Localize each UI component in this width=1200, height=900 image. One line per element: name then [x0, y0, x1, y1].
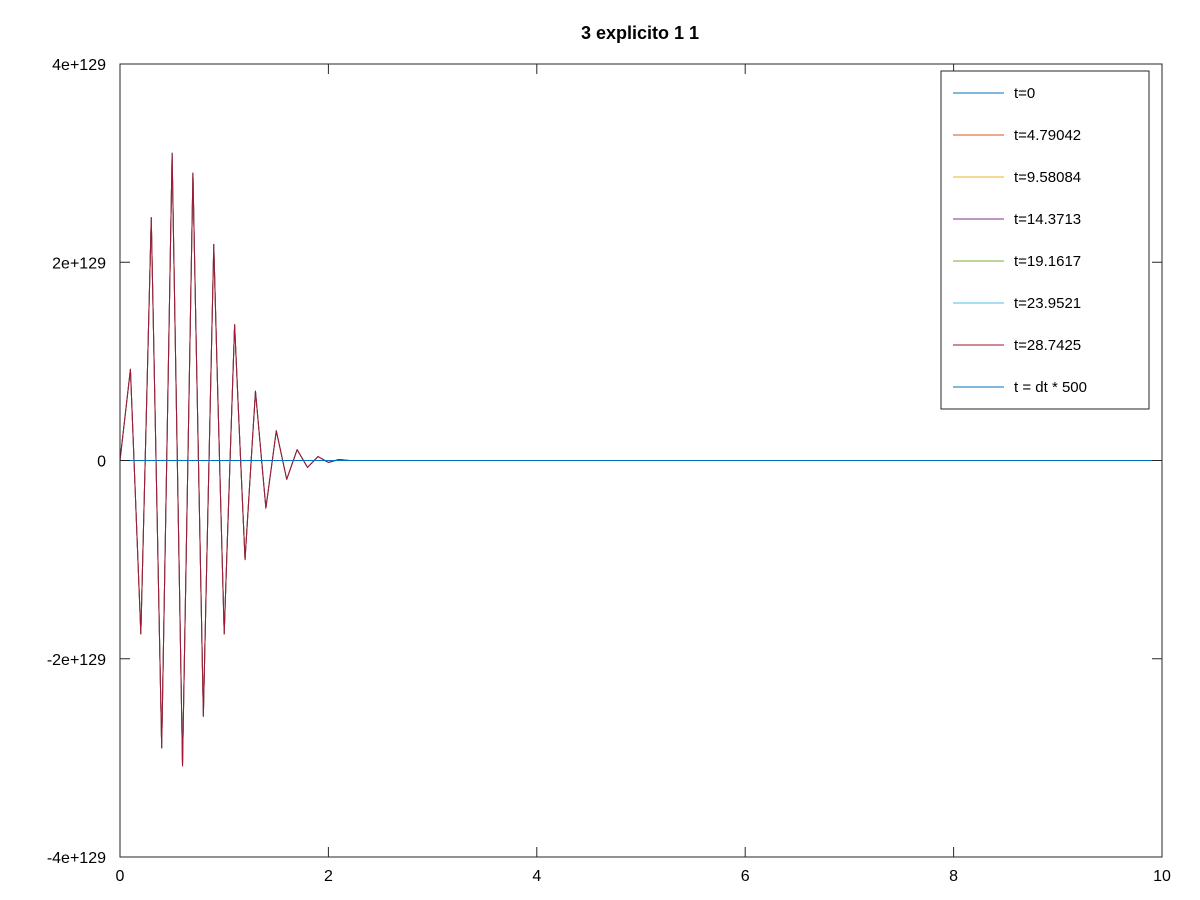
- legend-label-3: t=9.58084: [1014, 169, 1081, 186]
- x-tick-label-1: 0: [116, 868, 125, 885]
- series-layer: [119, 152, 1162, 767]
- legend-label-7: t=28.7425: [1014, 337, 1081, 354]
- legend-label-4: t=14.3713: [1014, 211, 1081, 228]
- legend: t=0 t=4.79042 t=9.58084 t=14.3713 t=19.1617 t…: [940, 70, 1150, 410]
- x-tick-label-6: 10: [1153, 868, 1171, 885]
- x-tick-label-5: 8: [949, 868, 958, 885]
- series-line-7: [119, 152, 1162, 767]
- x-tick-label-4: 6: [741, 868, 750, 885]
- y-tick-label-2: 2e+129: [52, 255, 106, 272]
- legend-label-5: t=19.1617: [1014, 253, 1081, 270]
- chart-title: 3 explicito 1 1: [581, 23, 699, 43]
- x-tick-label-2: 2: [324, 868, 333, 885]
- y-tick-label-3: 0: [97, 454, 106, 471]
- legend-box: [940, 70, 1150, 410]
- y-tick-label-5: -4e+129: [47, 850, 106, 867]
- ticks-layer: 0 2 4 6 8 10 4e+129 2e+129 0 -2e+129 -4e+129: [47, 57, 1171, 885]
- x-tick-label-3: 4: [532, 868, 541, 885]
- legend-label-6: t=23.9521: [1014, 295, 1081, 312]
- legend-label-1: t=0: [1014, 85, 1035, 102]
- y-tick-label-4: -2e+129: [47, 652, 106, 669]
- y-tick-label-1: 4e+129: [52, 57, 106, 74]
- legend-label-8: t = dt * 500: [1014, 379, 1087, 396]
- legend-label-2: t=4.79042: [1014, 127, 1081, 144]
